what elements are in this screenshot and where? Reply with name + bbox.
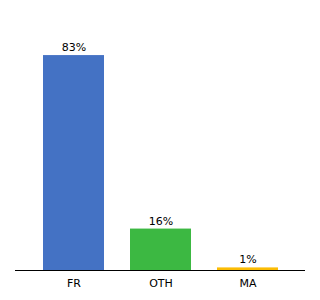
svg-text:83%: 83% <box>62 41 86 54</box>
svg-text:1%: 1% <box>239 253 256 266</box>
svg-text:MA: MA <box>239 277 256 290</box>
svg-text:FR: FR <box>67 277 81 290</box>
svg-text:OTH: OTH <box>149 277 173 290</box>
svg-text:16%: 16% <box>149 215 173 228</box>
